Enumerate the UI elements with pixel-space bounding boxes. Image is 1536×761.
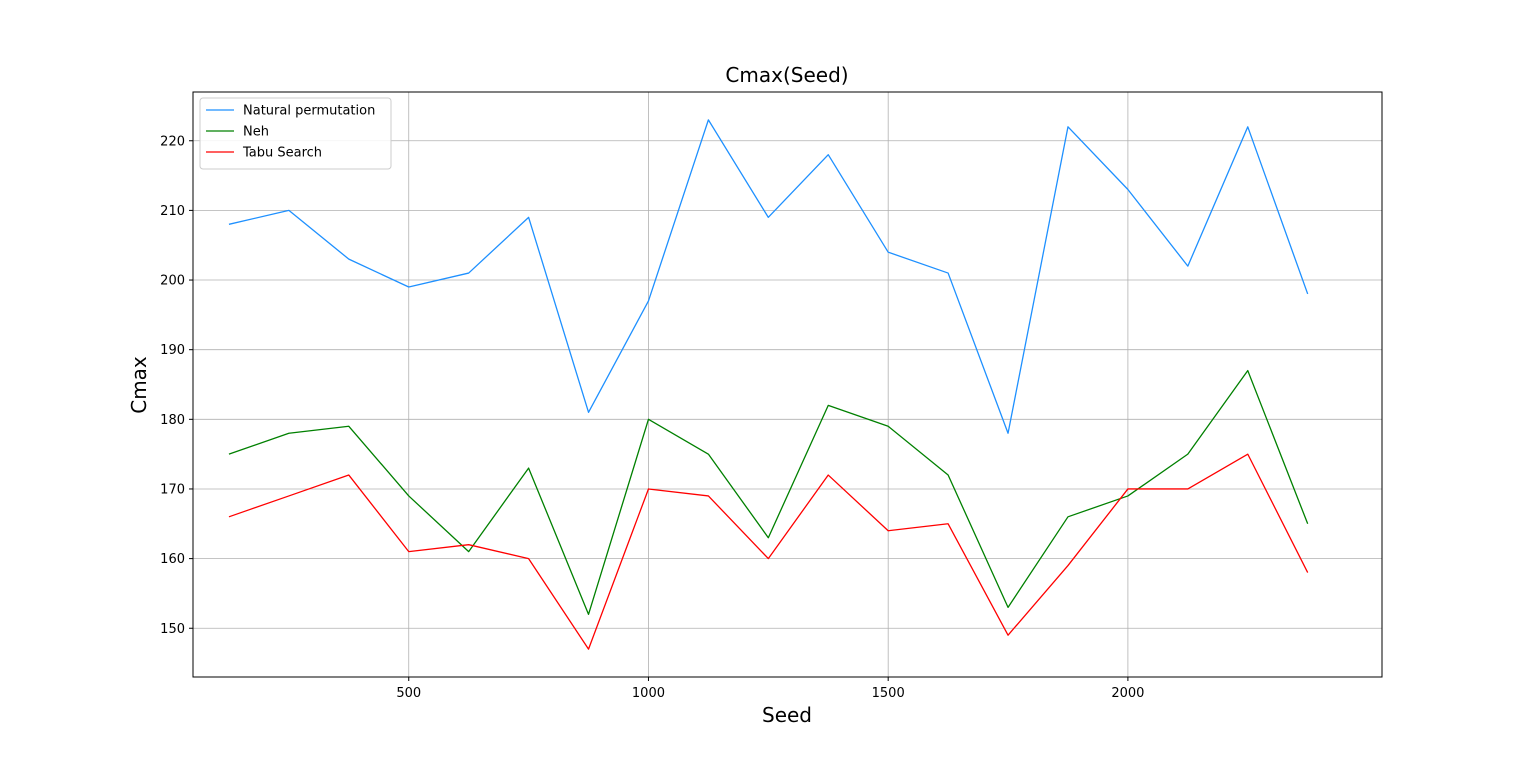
axis-ticks: 500 1000 1500 2000 150 160 170 180 190 200 210 220 (160, 134, 1144, 701)
y-tick-label: 170 (160, 482, 185, 497)
y-tick-label: 220 (160, 134, 185, 149)
series-lines (228, 119, 1309, 650)
series-line-natural-permutation (228, 119, 1309, 434)
series-line-neh (228, 369, 1309, 615)
y-tick-label: 180 (160, 413, 185, 428)
plot-area-frame (192, 91, 1383, 678)
x-tick-label: 1000 (632, 686, 665, 701)
y-tick-label: 190 (160, 343, 185, 358)
chart-title: Cmax(Seed) (725, 63, 848, 87)
legend: Natural permutation Neh Tabu Search (199, 97, 392, 170)
y-tick-label: 150 (160, 622, 185, 637)
x-tick-label: 1500 (872, 686, 905, 701)
legend-box (199, 97, 392, 170)
x-tick-label: 2000 (1111, 686, 1144, 701)
series-line-tabu-search (228, 453, 1309, 650)
y-axis-title: Cmax (127, 356, 151, 414)
legend-label: Neh (243, 125, 269, 140)
y-tick-label: 160 (160, 552, 185, 567)
x-tick-label: 500 (396, 686, 421, 701)
x-axis-title: Seed (762, 703, 812, 727)
y-tick-label: 200 (160, 274, 185, 289)
y-tick-label: 210 (160, 204, 185, 219)
legend-label: Tabu Search (242, 146, 322, 161)
legend-label: Natural permutation (243, 104, 375, 119)
